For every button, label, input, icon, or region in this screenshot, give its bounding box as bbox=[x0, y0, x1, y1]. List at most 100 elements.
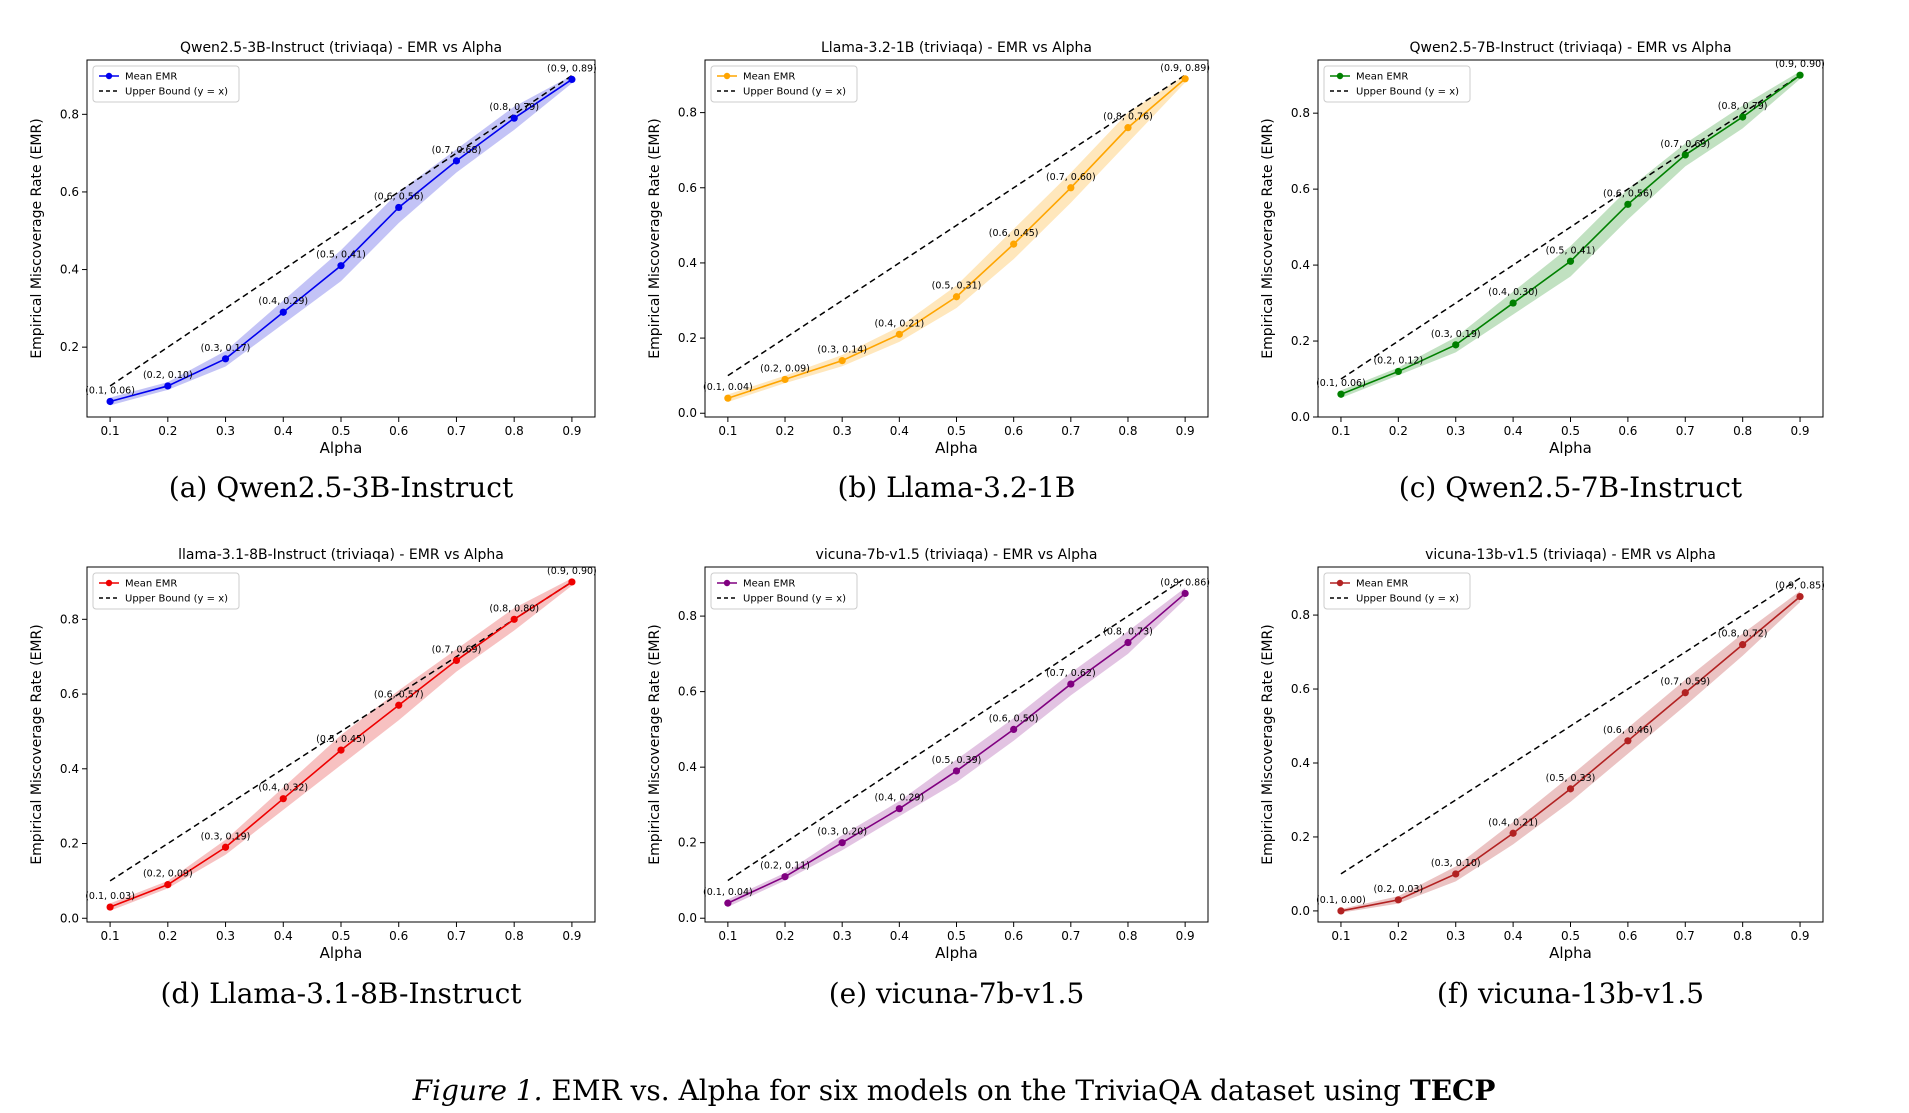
figure-caption: Figure 1. EMR vs. Alpha for six models o… bbox=[412, 1074, 1496, 1107]
x-tick-label: 0.8 bbox=[1118, 424, 1137, 438]
point-label: (0.1, 0.00) bbox=[1316, 895, 1366, 906]
data-point bbox=[781, 375, 789, 384]
x-tick-label: 0.2 bbox=[775, 424, 794, 438]
legend-upper-label: Upper Bound (y = x) bbox=[1356, 594, 1459, 605]
x-tick-label: 0.3 bbox=[216, 929, 235, 943]
data-point bbox=[510, 114, 518, 122]
y-tick-label: 0.8 bbox=[678, 609, 697, 623]
point-label: (0.3, 0.19) bbox=[201, 831, 251, 842]
figure-caption-text: EMR vs. Alpha for six models on the Triv… bbox=[543, 1074, 1410, 1107]
data-point bbox=[1509, 299, 1517, 307]
point-label: (0.7, 0.68) bbox=[432, 145, 482, 156]
x-tick-label: 0.7 bbox=[447, 929, 466, 943]
data-point bbox=[1452, 870, 1460, 878]
x-tick-label: 0.6 bbox=[1618, 424, 1637, 438]
point-label: (0.4, 0.30) bbox=[1488, 287, 1538, 298]
legend-box bbox=[710, 65, 858, 103]
point-label: (0.9, 0.86) bbox=[1160, 577, 1210, 588]
data-point bbox=[106, 903, 114, 911]
point-label: (0.7, 0.60) bbox=[1046, 172, 1096, 183]
legend: Mean EMR Upper Bound (y = x) bbox=[92, 572, 240, 610]
data-point bbox=[106, 397, 114, 406]
y-tick-label: 0.2 bbox=[678, 331, 697, 345]
confidence-band bbox=[727, 75, 1186, 402]
data-point bbox=[395, 701, 403, 709]
point-label: (0.5, 0.41) bbox=[316, 250, 366, 261]
legend: Mean EMR Upper Bound (y = x) bbox=[710, 572, 858, 610]
point-label: (0.2, 0.03) bbox=[1373, 884, 1423, 895]
x-tick-label: 0.7 bbox=[1676, 424, 1695, 438]
data-point bbox=[1624, 737, 1632, 745]
data-point bbox=[1181, 75, 1189, 83]
point-label: (0.8, 0.73) bbox=[1103, 627, 1153, 638]
subfigure-caption: (c) Qwen2.5-7B-Instruct bbox=[1399, 471, 1743, 504]
data-point bbox=[164, 382, 172, 390]
x-axis-label: Alpha bbox=[320, 439, 363, 457]
point-label: (0.2, 0.11) bbox=[760, 861, 810, 872]
x-tick-label: 0.5 bbox=[331, 424, 350, 438]
x-tick-label: 0.4 bbox=[274, 424, 293, 438]
data-point bbox=[1681, 689, 1689, 697]
point-label: (0.3, 0.17) bbox=[201, 343, 251, 354]
point-label: (0.9, 0.90) bbox=[547, 566, 597, 577]
x-axis-label: Alpha bbox=[320, 944, 363, 962]
chart-title: vicuna-13b-v1.5 (triviaqa) - EMR vs Alph… bbox=[1425, 547, 1716, 563]
x-tick-label: 0.5 bbox=[331, 929, 350, 943]
x-tick-label: 0.3 bbox=[1446, 424, 1465, 438]
legend-mean-label: Mean EMR bbox=[125, 579, 177, 590]
x-tick-label: 0.1 bbox=[718, 424, 737, 438]
data-point bbox=[1067, 680, 1075, 688]
legend-mean-label: Mean EMR bbox=[1356, 72, 1408, 83]
x-tick-label: 0.3 bbox=[1446, 929, 1465, 943]
x-axis-label: Alpha bbox=[1549, 439, 1592, 457]
x-tick-label: 0.1 bbox=[718, 929, 737, 943]
legend-box bbox=[710, 572, 858, 610]
mean-emr-line bbox=[109, 78, 573, 403]
y-axis-label: Empirical Miscoverage Rate (EMR) bbox=[29, 624, 45, 864]
point-label: (0.6, 0.46) bbox=[1603, 725, 1653, 736]
x-tick-label: 0.8 bbox=[1733, 424, 1752, 438]
point-label: (0.2, 0.09) bbox=[143, 869, 193, 880]
x-tick-label: 0.1 bbox=[1331, 424, 1350, 438]
data-point bbox=[1681, 151, 1689, 159]
point-label: (0.7, 0.69) bbox=[1660, 139, 1710, 150]
data-point bbox=[1337, 390, 1345, 398]
x-axis-label: Alpha bbox=[1549, 944, 1592, 962]
chart-panel-1: Qwen2.5-3B-Instruct (triviaqa) - EMR vs … bbox=[29, 40, 597, 504]
x-tick-label: 0.9 bbox=[562, 929, 581, 943]
y-tick-label: 0.8 bbox=[60, 612, 79, 626]
point-label: (0.4, 0.32) bbox=[258, 783, 308, 794]
point-label: (0.3, 0.19) bbox=[1431, 329, 1481, 340]
x-tick-label: 0.9 bbox=[562, 424, 581, 438]
chart-panel-5: vicuna-7b-v1.5 (triviaqa) - EMR vs Alpha… bbox=[647, 547, 1210, 1010]
point-label: (0.4, 0.21) bbox=[1488, 817, 1538, 828]
point-label: (0.5, 0.33) bbox=[1546, 773, 1596, 784]
legend-upper-label: Upper Bound (y = x) bbox=[743, 87, 846, 98]
legend-upper-label: Upper Bound (y = x) bbox=[743, 594, 846, 605]
subfigure-caption: (b) Llama-3.2-1B bbox=[838, 471, 1076, 504]
data-point bbox=[452, 656, 461, 665]
y-tick-label: 0.4 bbox=[60, 263, 79, 277]
upper-bound-line bbox=[727, 577, 1186, 882]
subfigure-caption: (a) Qwen2.5-3B-Instruct bbox=[169, 471, 514, 504]
x-tick-label: 0.6 bbox=[1004, 929, 1023, 943]
point-label: (0.8, 0.72) bbox=[1718, 629, 1768, 640]
x-tick-label: 0.4 bbox=[1504, 929, 1523, 943]
point-label: (0.3, 0.10) bbox=[1431, 858, 1481, 869]
y-axis-label: Empirical Miscoverage Rate (EMR) bbox=[647, 118, 663, 358]
point-label: (0.7, 0.69) bbox=[432, 644, 482, 655]
upper-bound-line bbox=[1340, 577, 1801, 875]
x-tick-label: 0.2 bbox=[158, 424, 177, 438]
point-label: (0.6, 0.50) bbox=[989, 713, 1039, 724]
point-label: (0.2, 0.09) bbox=[760, 363, 810, 374]
point-label: (0.4, 0.21) bbox=[874, 318, 924, 329]
data-point bbox=[952, 767, 961, 775]
point-label: (0.5, 0.39) bbox=[932, 755, 982, 766]
x-tick-label: 0.2 bbox=[1389, 424, 1408, 438]
y-tick-label: 0.0 bbox=[60, 911, 79, 925]
data-point bbox=[1067, 184, 1075, 192]
x-axis-label: Alpha bbox=[935, 944, 978, 962]
plot-frame bbox=[1317, 566, 1824, 923]
point-label: (0.2, 0.10) bbox=[143, 370, 193, 381]
